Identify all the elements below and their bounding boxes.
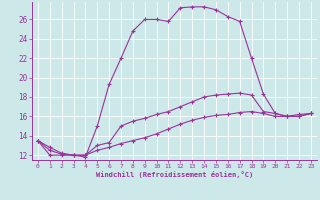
X-axis label: Windchill (Refroidissement éolien,°C): Windchill (Refroidissement éolien,°C)	[96, 171, 253, 178]
